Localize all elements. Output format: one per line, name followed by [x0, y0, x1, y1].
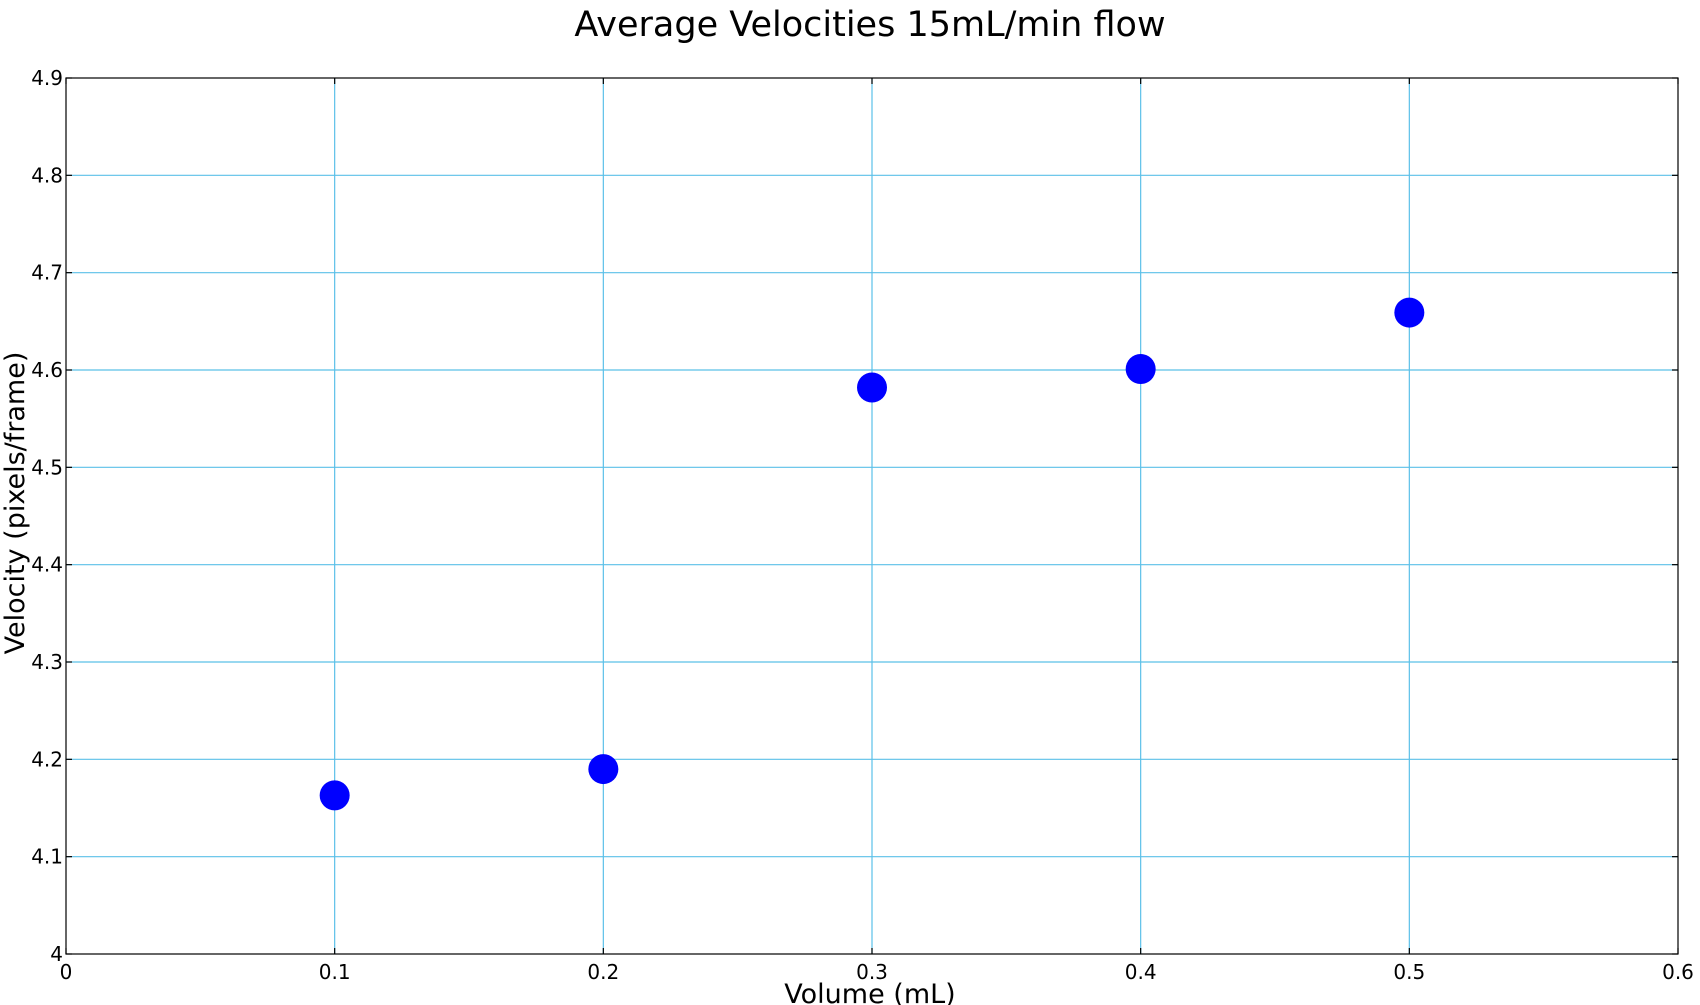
x-tick-label: 0.4	[1125, 960, 1157, 984]
x-tick-label: 0.3	[856, 960, 888, 984]
y-tick-label: 4.5	[31, 455, 63, 479]
x-axis-label: Volume (mL)	[784, 979, 955, 1005]
axis-ticks: 0 0.1 0.2 0.3 0.4 0.5 0.6 4 4.1 4.2 4.3 4.4 4.5 4.6 4.…	[31, 66, 1694, 984]
data-point	[588, 754, 619, 785]
y-tick-label: 4.9	[31, 66, 63, 90]
data-point	[1125, 354, 1156, 385]
y-tick-label: 4.4	[31, 553, 63, 577]
data-point	[857, 372, 887, 403]
data-point	[319, 780, 350, 811]
x-tick-label: 0.1	[319, 960, 351, 984]
x-tick-label: 0.2	[587, 960, 619, 984]
y-tick-label: 4.3	[31, 650, 63, 674]
y-tick-label: 4	[50, 942, 63, 966]
x-tick-label: 0	[60, 960, 73, 984]
y-tick-label: 4.7	[31, 261, 63, 285]
data-points	[319, 297, 1425, 811]
y-tick-label: 4.2	[31, 747, 63, 771]
y-tick-label: 4.6	[31, 358, 63, 382]
x-tick-label: 0.6	[1662, 960, 1694, 984]
grid-lines	[66, 78, 1678, 954]
y-tick-label: 4.1	[31, 845, 63, 869]
y-tick-label: 4.8	[31, 163, 63, 187]
y-axis-label: Velocity (pixels/frame)	[0, 352, 31, 655]
chart-title: Average Velocities 15mL/min flow	[574, 5, 1165, 45]
data-point	[1394, 297, 1425, 328]
x-tick-label: 0.5	[1393, 960, 1425, 984]
